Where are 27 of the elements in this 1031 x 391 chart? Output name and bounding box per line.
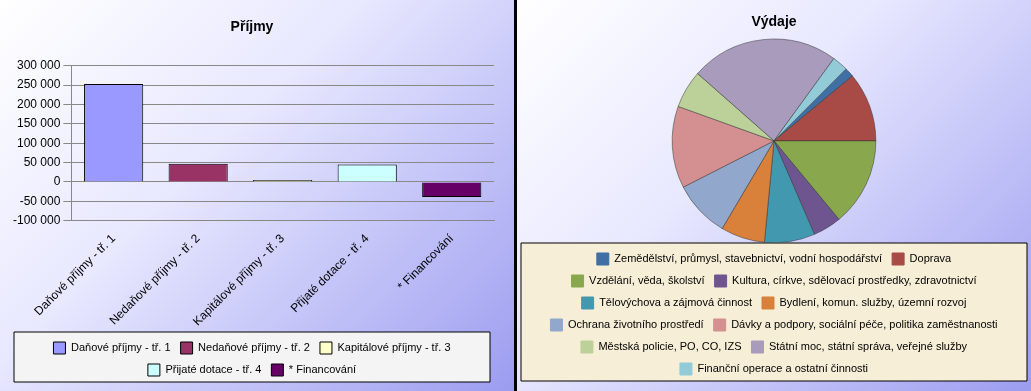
legend-label: Městská policie, PO, CO, IZS: [598, 340, 742, 353]
legend-label: Vzdělání, věda, školství: [589, 274, 705, 287]
legend-label: Kapitálové příjmy - tř. 3: [337, 341, 451, 354]
chart-title: Příjmy: [230, 18, 274, 35]
y-tick-label: 250 000: [16, 77, 61, 92]
legend-label: Přijaté dotace - tř. 4: [165, 363, 262, 376]
chart-title: Výdaje: [751, 13, 797, 30]
y-tick-label: 0: [53, 174, 61, 189]
y-tick-label: 150 000: [16, 116, 61, 131]
legend-label: Státní moc, státní správa, veřejné služby: [768, 340, 968, 353]
legend-label: Tělovýchova a zájmová činnost: [599, 296, 752, 309]
y-tick-label: 200 000: [16, 96, 61, 111]
legend-label: * Financování: [288, 363, 357, 376]
y-tick-label: 300 000: [16, 58, 61, 73]
legend-label: Ochrana životního prostředí: [567, 318, 704, 331]
legend-label: Bydlení, komun. služby, územní rozvoj: [779, 296, 967, 309]
legend-label: Zemědělství, průmysl, stavebnictví, vodní hospodářství: [614, 252, 883, 265]
y-tick-label: 100 000: [16, 135, 61, 150]
legend-label: Dávky a podpory, sociální péče, politika zaměstnanosti: [731, 318, 998, 331]
y-tick-label: 50 000: [23, 154, 61, 169]
legend-label: Finanční operace a ostatní činnosti: [697, 362, 869, 375]
legend-label: Kultura, církve, sdělovací prostředky, zdravotnictví: [732, 274, 977, 287]
y-tick-label: -50 000: [19, 193, 61, 208]
legend-label: Nedaňové příjmy - tř. 2: [198, 341, 310, 354]
legend-label: Doprava: [909, 252, 953, 265]
legend-label: Daňové příjmy - tř. 1: [70, 341, 171, 354]
y-tick-label: -100 000: [13, 212, 61, 227]
